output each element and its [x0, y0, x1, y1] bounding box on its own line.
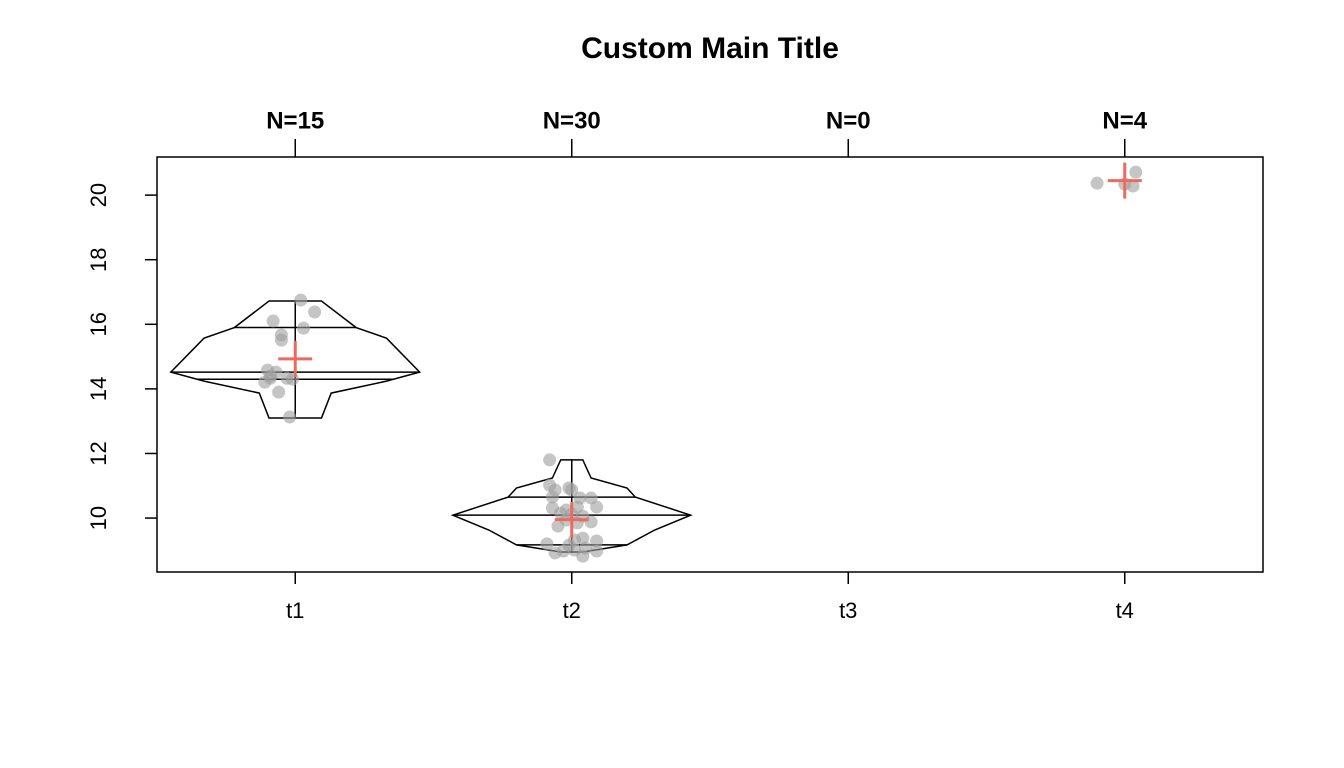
top-label: N=15 [266, 107, 324, 134]
point [548, 546, 562, 560]
point [590, 544, 604, 558]
point [584, 515, 598, 529]
point [579, 541, 593, 555]
point [283, 410, 297, 424]
y-tick-label: 16 [86, 312, 111, 336]
point [1129, 165, 1143, 179]
point [272, 385, 286, 399]
x-tick-label: t1 [286, 598, 304, 623]
point [266, 314, 280, 328]
point [1126, 179, 1140, 193]
y-tick-label: 20 [86, 183, 111, 207]
bean-outline [294, 300, 422, 419]
point [590, 534, 604, 548]
point [263, 369, 277, 383]
plot-frame [156, 156, 1264, 573]
point [285, 372, 299, 386]
point [576, 531, 590, 545]
bean-outline [571, 459, 693, 553]
top-label: N=30 [543, 107, 601, 134]
point [540, 537, 554, 551]
x-tick-label: t4 [1116, 598, 1134, 623]
point [545, 490, 559, 504]
y-tick-label: 10 [86, 506, 111, 530]
mean-marker [554, 501, 589, 538]
point [543, 453, 557, 467]
y-tick-label: 14 [86, 377, 111, 401]
top-label: N=0 [826, 107, 871, 134]
point [297, 321, 311, 335]
mean-marker [278, 340, 313, 377]
chart-title: Custom Main Title [581, 32, 839, 65]
y-tick-label: 12 [86, 441, 111, 465]
top-label: N=4 [1102, 107, 1147, 134]
point [565, 483, 579, 497]
x-tick-label: t2 [563, 598, 581, 623]
x-tick-label: t3 [839, 598, 857, 623]
point [274, 333, 288, 347]
point [551, 519, 565, 533]
point [308, 305, 322, 319]
y-tick-label: 18 [86, 247, 111, 271]
point [1090, 176, 1104, 190]
point [590, 500, 604, 514]
point [294, 293, 308, 307]
mean-marker [1107, 162, 1142, 199]
